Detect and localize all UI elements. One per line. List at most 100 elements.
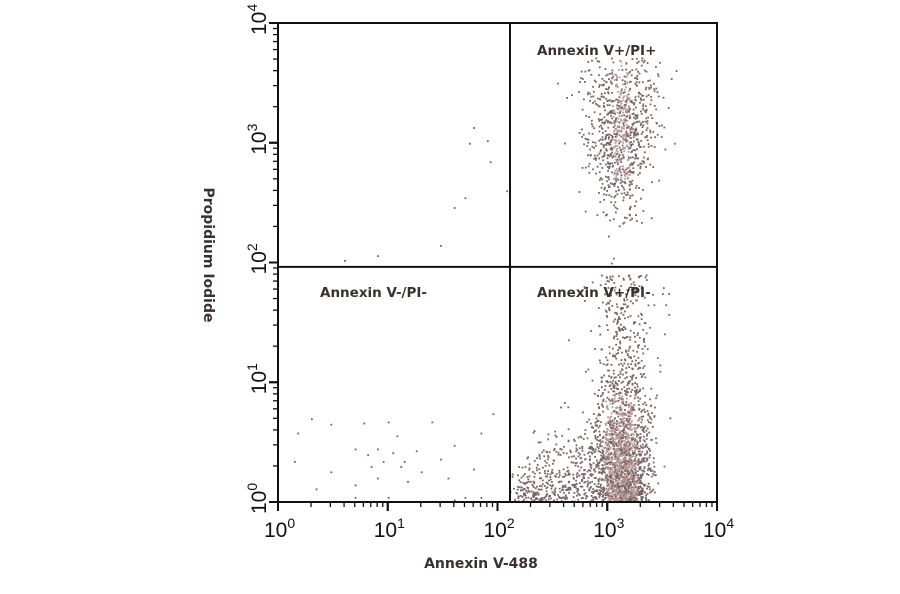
data-point (651, 181, 653, 184)
data-point (612, 454, 615, 457)
data-point (638, 187, 640, 189)
data-point (641, 426, 644, 428)
data-point (554, 487, 557, 490)
data-point (616, 468, 619, 471)
data-point (440, 245, 442, 247)
data-point (624, 456, 627, 459)
data-point (615, 434, 617, 436)
data-point (626, 451, 628, 454)
data-point (633, 464, 636, 466)
data-point (591, 473, 594, 476)
data-point (628, 466, 630, 468)
data-point (546, 451, 549, 454)
data-point (626, 74, 629, 77)
data-point (558, 469, 561, 472)
data-point (615, 343, 617, 346)
data-point (554, 430, 557, 433)
data-point (535, 466, 538, 469)
data-point (629, 429, 632, 431)
data-point (614, 206, 617, 209)
data-point (632, 302, 634, 305)
data-point (624, 466, 626, 468)
data-point (603, 374, 605, 377)
data-point (600, 186, 603, 189)
data-point (652, 457, 655, 460)
data-point (616, 491, 619, 494)
data-point (573, 486, 576, 488)
data-point (520, 476, 523, 479)
data-point (637, 474, 640, 477)
data-point (638, 72, 641, 75)
data-point (354, 497, 357, 499)
data-point (629, 156, 632, 159)
data-point (625, 86, 627, 89)
data-point (629, 486, 632, 489)
data-point (606, 421, 608, 424)
data-point (539, 477, 541, 480)
data-point (623, 429, 625, 431)
data-point (596, 165, 599, 168)
data-point (473, 468, 475, 471)
data-point (567, 488, 570, 491)
data-point (633, 426, 636, 429)
data-point (577, 465, 579, 468)
data-point (579, 435, 582, 438)
data-point (645, 136, 648, 139)
data-point (598, 477, 601, 480)
axis-ticks (269, 22, 718, 511)
data-point (602, 392, 604, 394)
data-point (593, 157, 595, 160)
data-point (636, 460, 638, 463)
data-point (453, 499, 456, 502)
data-point (613, 475, 616, 478)
data-points (294, 57, 678, 503)
data-point (619, 397, 622, 399)
data-point (601, 472, 604, 475)
data-point (604, 436, 607, 439)
data-point (612, 372, 615, 375)
data-point (546, 473, 549, 475)
data-point (636, 78, 639, 81)
data-point (620, 493, 623, 496)
data-point (590, 442, 593, 445)
data-point (614, 489, 616, 491)
data-point (612, 126, 615, 128)
data-point (634, 382, 636, 384)
data-point (598, 125, 601, 128)
data-point (632, 404, 635, 406)
data-point (644, 411, 646, 413)
data-point (605, 475, 607, 478)
data-point (619, 159, 622, 162)
data-point (294, 461, 296, 463)
data-point (611, 468, 613, 471)
data-point (601, 403, 603, 406)
data-point (640, 146, 642, 148)
data-point (575, 473, 578, 476)
data-point (634, 465, 637, 467)
data-point (588, 451, 591, 454)
data-point (625, 110, 628, 113)
data-point (646, 139, 649, 142)
data-point (623, 389, 626, 392)
data-point (617, 317, 620, 320)
data-point (621, 364, 624, 367)
data-point (579, 485, 582, 488)
data-point (634, 117, 637, 120)
data-point (640, 162, 643, 165)
data-point (637, 164, 640, 167)
data-point (586, 145, 589, 147)
data-point (622, 136, 625, 139)
data-point (618, 465, 620, 467)
data-point (605, 175, 607, 178)
data-point (631, 382, 634, 385)
data-point (622, 326, 625, 328)
data-point (639, 373, 642, 375)
data-point (640, 421, 643, 424)
data-point (603, 471, 606, 473)
data-point (606, 142, 609, 144)
data-point (608, 186, 610, 189)
data-point (605, 364, 608, 367)
data-point (344, 260, 346, 262)
data-point (629, 460, 631, 463)
data-point (631, 428, 634, 431)
